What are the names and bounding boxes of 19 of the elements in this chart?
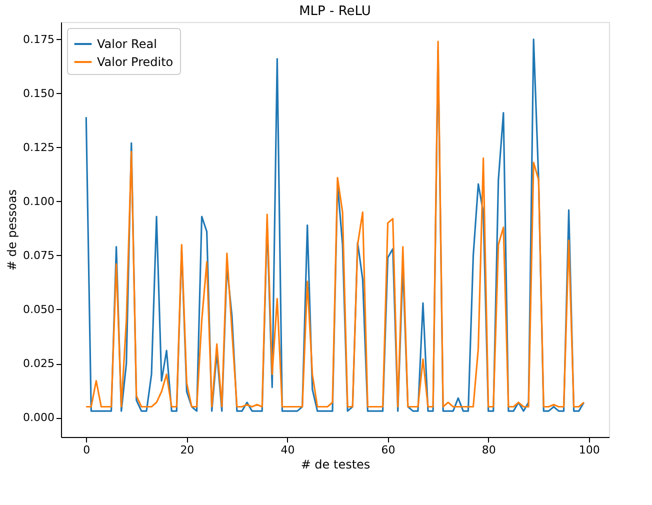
y-tick-label: 0.125 [23,140,54,154]
y-tick-label: 0.075 [23,248,54,262]
x-tick-label: 20 [180,444,194,456]
y-tick-label: 0.050 [23,302,54,316]
x-tick-label: 40 [280,444,295,456]
legend-label: Valor Real [97,37,157,51]
x-tick-label: 80 [482,444,496,456]
x-tick-label: 100 [578,444,600,456]
y-tick-label: 0.000 [23,411,54,424]
x-tick-label: 0 [83,444,90,456]
chart-title: MLP - ReLU [299,4,371,19]
y-axis-title: # de pessoas [5,189,20,271]
y-tick-label: 0.100 [23,194,54,208]
y-tick-label: 0.150 [23,86,54,100]
legend-label: Valor Predito [97,55,174,69]
x-axis-title: # de testes [300,458,370,472]
x-tick-label: 60 [381,444,396,456]
y-tick-label: 0.175 [23,32,54,46]
y-tick-label: 0.025 [23,357,54,370]
